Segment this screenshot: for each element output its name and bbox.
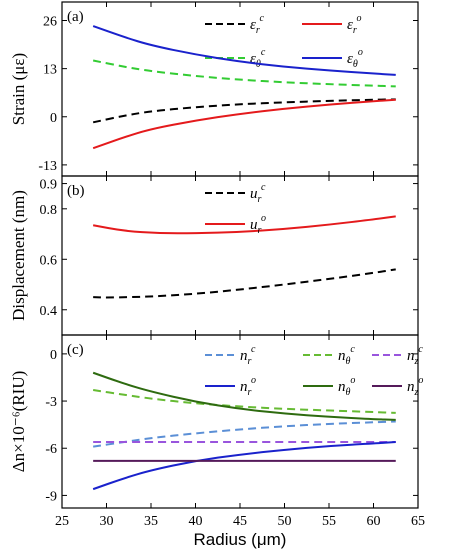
- legend-label: nro: [240, 375, 256, 398]
- legend-label: εθo: [347, 47, 363, 70]
- legend-label: nθc: [338, 344, 355, 367]
- legend-label: nzo: [407, 375, 423, 398]
- x-tick-label: 60: [367, 514, 381, 529]
- legend-label: nθo: [338, 375, 355, 398]
- legend-label: εrc: [250, 13, 264, 36]
- x-tick-label: 65: [411, 514, 425, 529]
- panel-label: (a): [67, 9, 84, 25]
- x-tick-label: 55: [322, 514, 336, 529]
- legend-label: nzc: [407, 344, 423, 367]
- series-line-3: [92, 59, 396, 88]
- y-tick-label: 0.4: [40, 304, 58, 319]
- x-axis-label: Radius (μm): [194, 530, 287, 549]
- series-line-4: [92, 25, 396, 76]
- series-line-2: [92, 98, 396, 150]
- panel-label: (b): [67, 183, 85, 199]
- y-tick-label: -3: [45, 395, 57, 410]
- x-tick-label: 35: [144, 514, 158, 529]
- y-axis-label: Strain (με): [9, 53, 28, 125]
- x-tick-label: 45: [233, 514, 247, 529]
- y-axis-label: Δn×10⁻⁶(RIU): [9, 371, 28, 473]
- legend-label: uro: [250, 213, 266, 236]
- y-tick-label: 0.9: [40, 178, 58, 193]
- y-tick-label: 26: [43, 15, 57, 30]
- series-line-1: [92, 98, 396, 124]
- x-tick-label: 30: [100, 514, 114, 529]
- legend-label: nrc: [240, 344, 256, 367]
- y-tick-label: 0.8: [40, 203, 58, 218]
- chart-panel-3: -9 -6 -3 0 25 30 35 40 45 50 55 60 65 nrc nθc nzc nro nθo…: [9, 334, 425, 549]
- series-line-2: [92, 215, 396, 235]
- y-tick-label: 0.6: [40, 253, 58, 268]
- chart-panel-1: -13 0 13 26 εrc εro εθc εθo (a) Strain (με): [9, 1, 419, 177]
- chart-panel-2: 0.4 0.6 0.8 0.9 urc uro (b) Displacement (nm): [9, 175, 419, 336]
- legend-label: εro: [347, 13, 361, 36]
- y-tick-label: 0: [50, 111, 57, 126]
- y-tick-label: -9: [45, 489, 57, 504]
- legend-label: urc: [250, 182, 266, 205]
- series-line-2: [93, 389, 396, 414]
- plot-frame: [61, 175, 419, 336]
- y-tick-label: -6: [45, 442, 57, 457]
- series-line-4: [92, 440, 396, 491]
- plot-frame: [61, 1, 419, 177]
- x-tick-label: 50: [278, 514, 292, 529]
- series-line-5: [92, 371, 396, 421]
- y-tick-label: 13: [43, 63, 57, 78]
- y-axis-label: Displacement (nm): [9, 190, 28, 321]
- legend-label: εθc: [250, 47, 266, 70]
- x-tick-label: 25: [55, 514, 69, 529]
- panel-label: (c): [67, 342, 84, 358]
- x-tick-label: 40: [189, 514, 203, 529]
- series-line-1: [93, 268, 397, 299]
- y-tick-label: -13: [38, 159, 57, 174]
- y-tick-label: 0: [50, 348, 57, 363]
